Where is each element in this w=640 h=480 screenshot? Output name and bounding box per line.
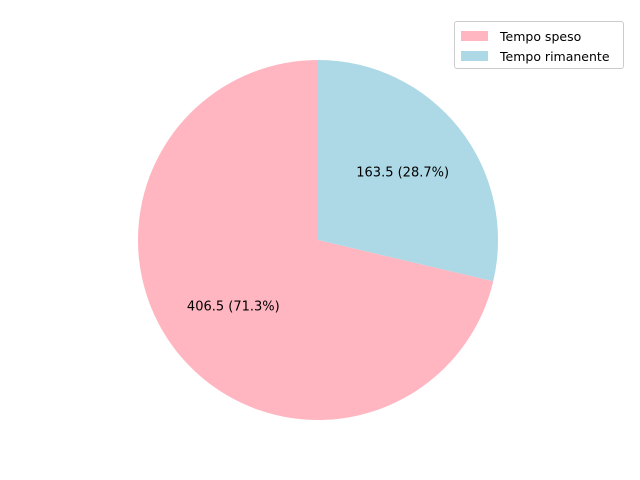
legend-swatch-tempo-rimanente bbox=[461, 51, 488, 61]
pie-slice-tempo-speso bbox=[138, 60, 494, 420]
pie-slice-tempo-rimanente bbox=[318, 60, 498, 282]
legend-label-tempo-rimanente: Tempo rimanente bbox=[500, 48, 610, 64]
pie-label-tempo-rimanente: 163.5 (28.7%) bbox=[356, 165, 449, 180]
legend-swatch-tempo-speso bbox=[461, 31, 488, 41]
pie-slices bbox=[138, 60, 498, 420]
pie-slice-labels: 406.5 (71.3%) 163.5 (28.7%) bbox=[187, 165, 449, 314]
legend-entry-tempo-rimanente: Tempo rimanente bbox=[461, 46, 623, 66]
pie-label-tempo-speso: 406.5 (71.3%) bbox=[187, 300, 280, 315]
legend: Tempo speso Tempo rimanente bbox=[454, 21, 624, 69]
legend-entry-tempo-speso: Tempo speso bbox=[461, 26, 623, 46]
legend-label-tempo-speso: Tempo speso bbox=[500, 28, 582, 44]
